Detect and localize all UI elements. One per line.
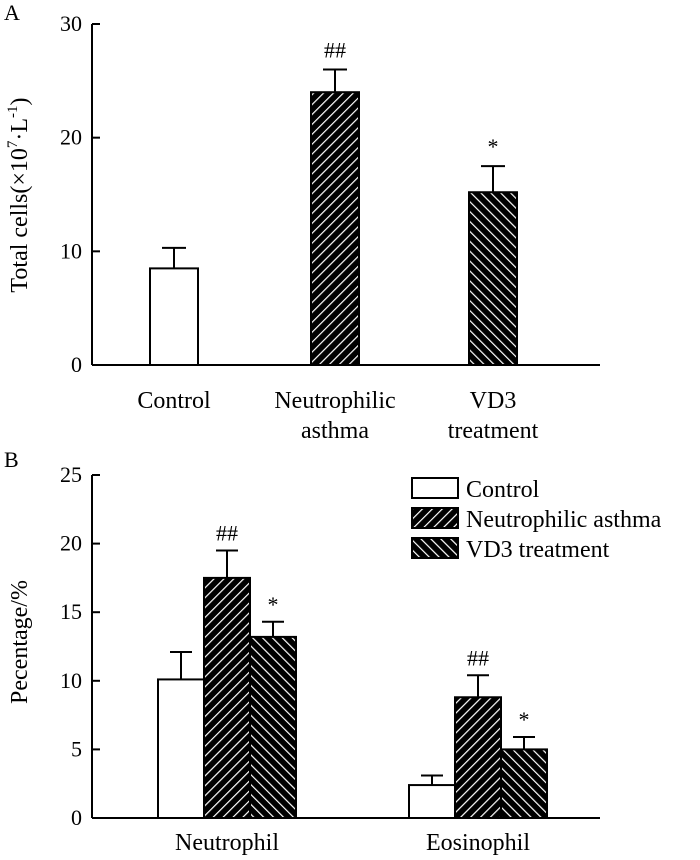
bar-a bbox=[149, 267, 199, 366]
legend-label: Neutrophilic asthma bbox=[466, 507, 662, 533]
bar-b bbox=[454, 696, 502, 819]
legend-label: VD3 treatment bbox=[466, 537, 610, 563]
y-tick-label-b: 25 bbox=[60, 462, 82, 487]
bar-b bbox=[157, 678, 205, 819]
y-tick-label-b: 0 bbox=[71, 805, 82, 830]
significance-marker-b: * bbox=[268, 592, 279, 617]
x-category-label-a-line2: asthma bbox=[301, 418, 369, 444]
bar-a bbox=[468, 191, 518, 366]
panel-label-a: A bbox=[4, 0, 20, 25]
y-axis-label-a: Total cells(×107·L-1) bbox=[5, 97, 33, 292]
x-category-label-a: Neutrophilic bbox=[274, 388, 395, 414]
y-tick-label-a: 30 bbox=[60, 11, 82, 36]
y-tick-label-b: 15 bbox=[60, 599, 82, 624]
legend-swatch bbox=[411, 477, 459, 499]
chart-a: A Total cells(×107·L-1) 0 10 20 30 Control ##… bbox=[4, 0, 600, 444]
bar-b bbox=[408, 784, 456, 820]
significance-marker-b: ## bbox=[467, 645, 489, 670]
x-category-label-a: VD3 bbox=[470, 388, 517, 414]
bar-b bbox=[500, 748, 548, 820]
y-tick-label-b: 5 bbox=[71, 736, 82, 761]
x-category-label-a: Control bbox=[137, 388, 211, 414]
legend-swatch bbox=[411, 507, 459, 529]
y-tick-label-a: 10 bbox=[60, 238, 82, 263]
y-tick-label-a: 0 bbox=[71, 352, 82, 377]
y-tick-label-b: 20 bbox=[60, 531, 82, 556]
significance-marker-a: ## bbox=[324, 37, 346, 62]
bar-a bbox=[310, 91, 360, 366]
y-tick-label-b: 10 bbox=[60, 668, 82, 693]
significance-marker-b: ## bbox=[216, 520, 238, 545]
panel-label-b: B bbox=[4, 447, 19, 472]
x-category-label-b: Neutrophil bbox=[175, 830, 279, 856]
x-category-label-a-line2: treatment bbox=[448, 418, 539, 444]
y-tick-label-a: 20 bbox=[60, 125, 82, 150]
significance-marker-b: * bbox=[519, 707, 530, 732]
significance-marker-a: * bbox=[488, 134, 499, 159]
chart-b: B Pecentage/% 0 5 10 15 20 25 ## * Neutrophil ## *… bbox=[4, 447, 662, 856]
y-axis-label-b: Pecentage/% bbox=[7, 580, 33, 704]
x-category-label-b: Eosinophil bbox=[426, 830, 530, 856]
legend-label: Control bbox=[466, 477, 540, 503]
bar-b bbox=[203, 576, 251, 820]
legend-swatch bbox=[411, 537, 459, 559]
bar-b bbox=[249, 635, 297, 819]
